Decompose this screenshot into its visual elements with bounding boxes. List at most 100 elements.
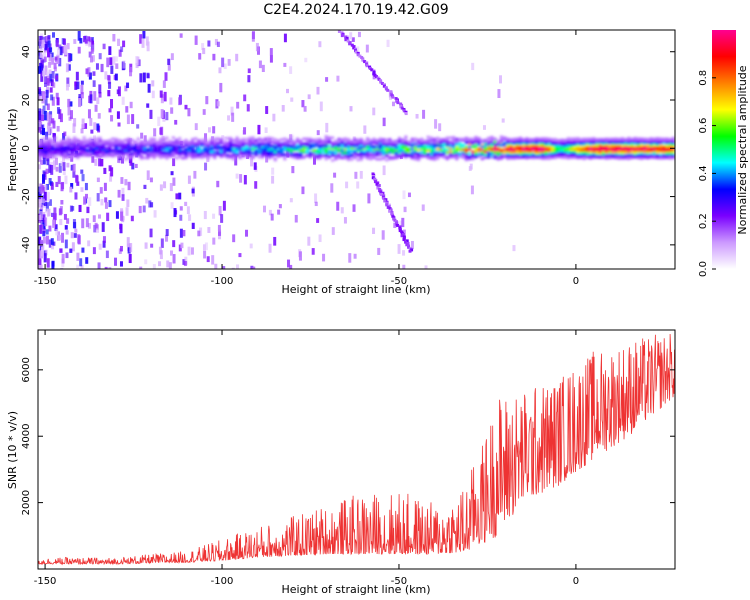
band-cell <box>569 137 574 141</box>
band-cell <box>655 148 660 151</box>
band-cell <box>66 141 70 145</box>
band-cell <box>219 147 223 151</box>
band-cell <box>92 151 96 155</box>
band-cell <box>232 143 236 146</box>
heatmap-diagonal-trace <box>337 30 408 116</box>
heatmap-speckle <box>46 71 50 79</box>
band-cell <box>178 149 182 152</box>
band-cell <box>194 154 198 158</box>
band-cell <box>267 150 271 153</box>
band-cell <box>592 143 596 147</box>
band-cell <box>92 141 96 144</box>
heatmap-speckle <box>46 268 50 269</box>
band-cell <box>448 145 453 148</box>
band-cell <box>133 141 137 145</box>
band-cell <box>315 144 319 147</box>
band-cell <box>53 143 58 146</box>
band-cell <box>490 143 494 147</box>
band-cell <box>401 149 405 153</box>
band-cell <box>643 142 647 145</box>
band-cell <box>66 148 70 152</box>
heatmap-speckle <box>179 228 183 238</box>
heatmap-speckle <box>139 73 143 83</box>
band-cell <box>617 139 621 143</box>
band-cell <box>123 145 128 148</box>
band-cell <box>197 139 201 142</box>
heatmap-speckle <box>318 41 322 48</box>
band-cell <box>452 151 456 154</box>
band-cell <box>324 137 328 140</box>
heatmap-speckle <box>307 236 311 246</box>
heatmap-speckle <box>42 36 46 43</box>
band-cell <box>671 144 675 148</box>
trace-cell <box>391 95 395 99</box>
band-cell <box>604 140 609 144</box>
band-cell <box>264 149 268 152</box>
heatmap-speckle <box>47 40 51 48</box>
band-cell <box>337 153 341 156</box>
heatmap-speckle <box>316 218 320 223</box>
heatmap-speckle <box>172 254 176 264</box>
trace-cell <box>379 190 383 194</box>
heatmap-speckle <box>343 217 347 224</box>
band-cell <box>95 142 99 146</box>
band-cell <box>385 151 389 154</box>
band-cell <box>652 151 656 155</box>
band-cell <box>652 150 656 154</box>
band-cell <box>375 142 379 146</box>
band-cell <box>251 152 255 155</box>
band-cell <box>557 153 561 157</box>
heatmap-speckle <box>56 48 60 56</box>
band-cell <box>442 140 446 143</box>
band-cell <box>515 141 519 144</box>
band-cell <box>442 143 446 147</box>
band-cell <box>359 146 363 150</box>
heatmap-speckle <box>56 97 60 106</box>
band-cell <box>162 155 166 158</box>
heatmap-speckle <box>81 174 85 182</box>
band-cell <box>490 135 494 139</box>
heatmap-speckle <box>126 199 130 208</box>
band-cell <box>636 150 640 154</box>
band-cell <box>302 142 306 146</box>
band-cell <box>550 138 554 141</box>
band-cell <box>190 144 195 148</box>
heatmap-speckle <box>264 127 268 134</box>
heatmap-speckle <box>216 41 220 48</box>
band-cell <box>671 141 675 144</box>
band-cell <box>442 155 446 159</box>
band-cell <box>624 145 628 149</box>
band-cell <box>417 158 421 162</box>
band-cell <box>369 157 373 160</box>
band-cell <box>146 153 150 156</box>
band-cell <box>327 154 332 158</box>
band-cell <box>410 156 414 160</box>
band-cell <box>518 156 523 159</box>
band-cell <box>241 142 246 146</box>
heatmap-speckle <box>54 224 58 232</box>
band-cell <box>289 155 293 158</box>
heatmap-speckle <box>245 229 249 237</box>
band-cell <box>155 149 160 152</box>
band-cell <box>149 154 153 158</box>
band-cell <box>633 154 637 158</box>
heatmap-speckle <box>98 84 102 94</box>
heatmap-speckle <box>141 38 145 48</box>
band-cell <box>101 143 105 146</box>
band-cell <box>44 152 48 156</box>
band-cell <box>353 140 357 144</box>
heatmap-speckle <box>270 213 274 221</box>
band-cell <box>260 142 265 145</box>
band-cell <box>480 148 484 152</box>
heatmap-speckle <box>152 264 156 269</box>
band-cell <box>53 140 58 144</box>
band-cell <box>184 156 188 160</box>
band-cell <box>534 139 539 143</box>
band-cell <box>483 156 488 160</box>
band-cell <box>104 147 109 150</box>
trace-cell <box>370 68 374 72</box>
band-cell <box>104 143 109 146</box>
band-cell <box>404 152 408 155</box>
band-cell <box>155 146 160 150</box>
band-cell <box>104 154 109 158</box>
